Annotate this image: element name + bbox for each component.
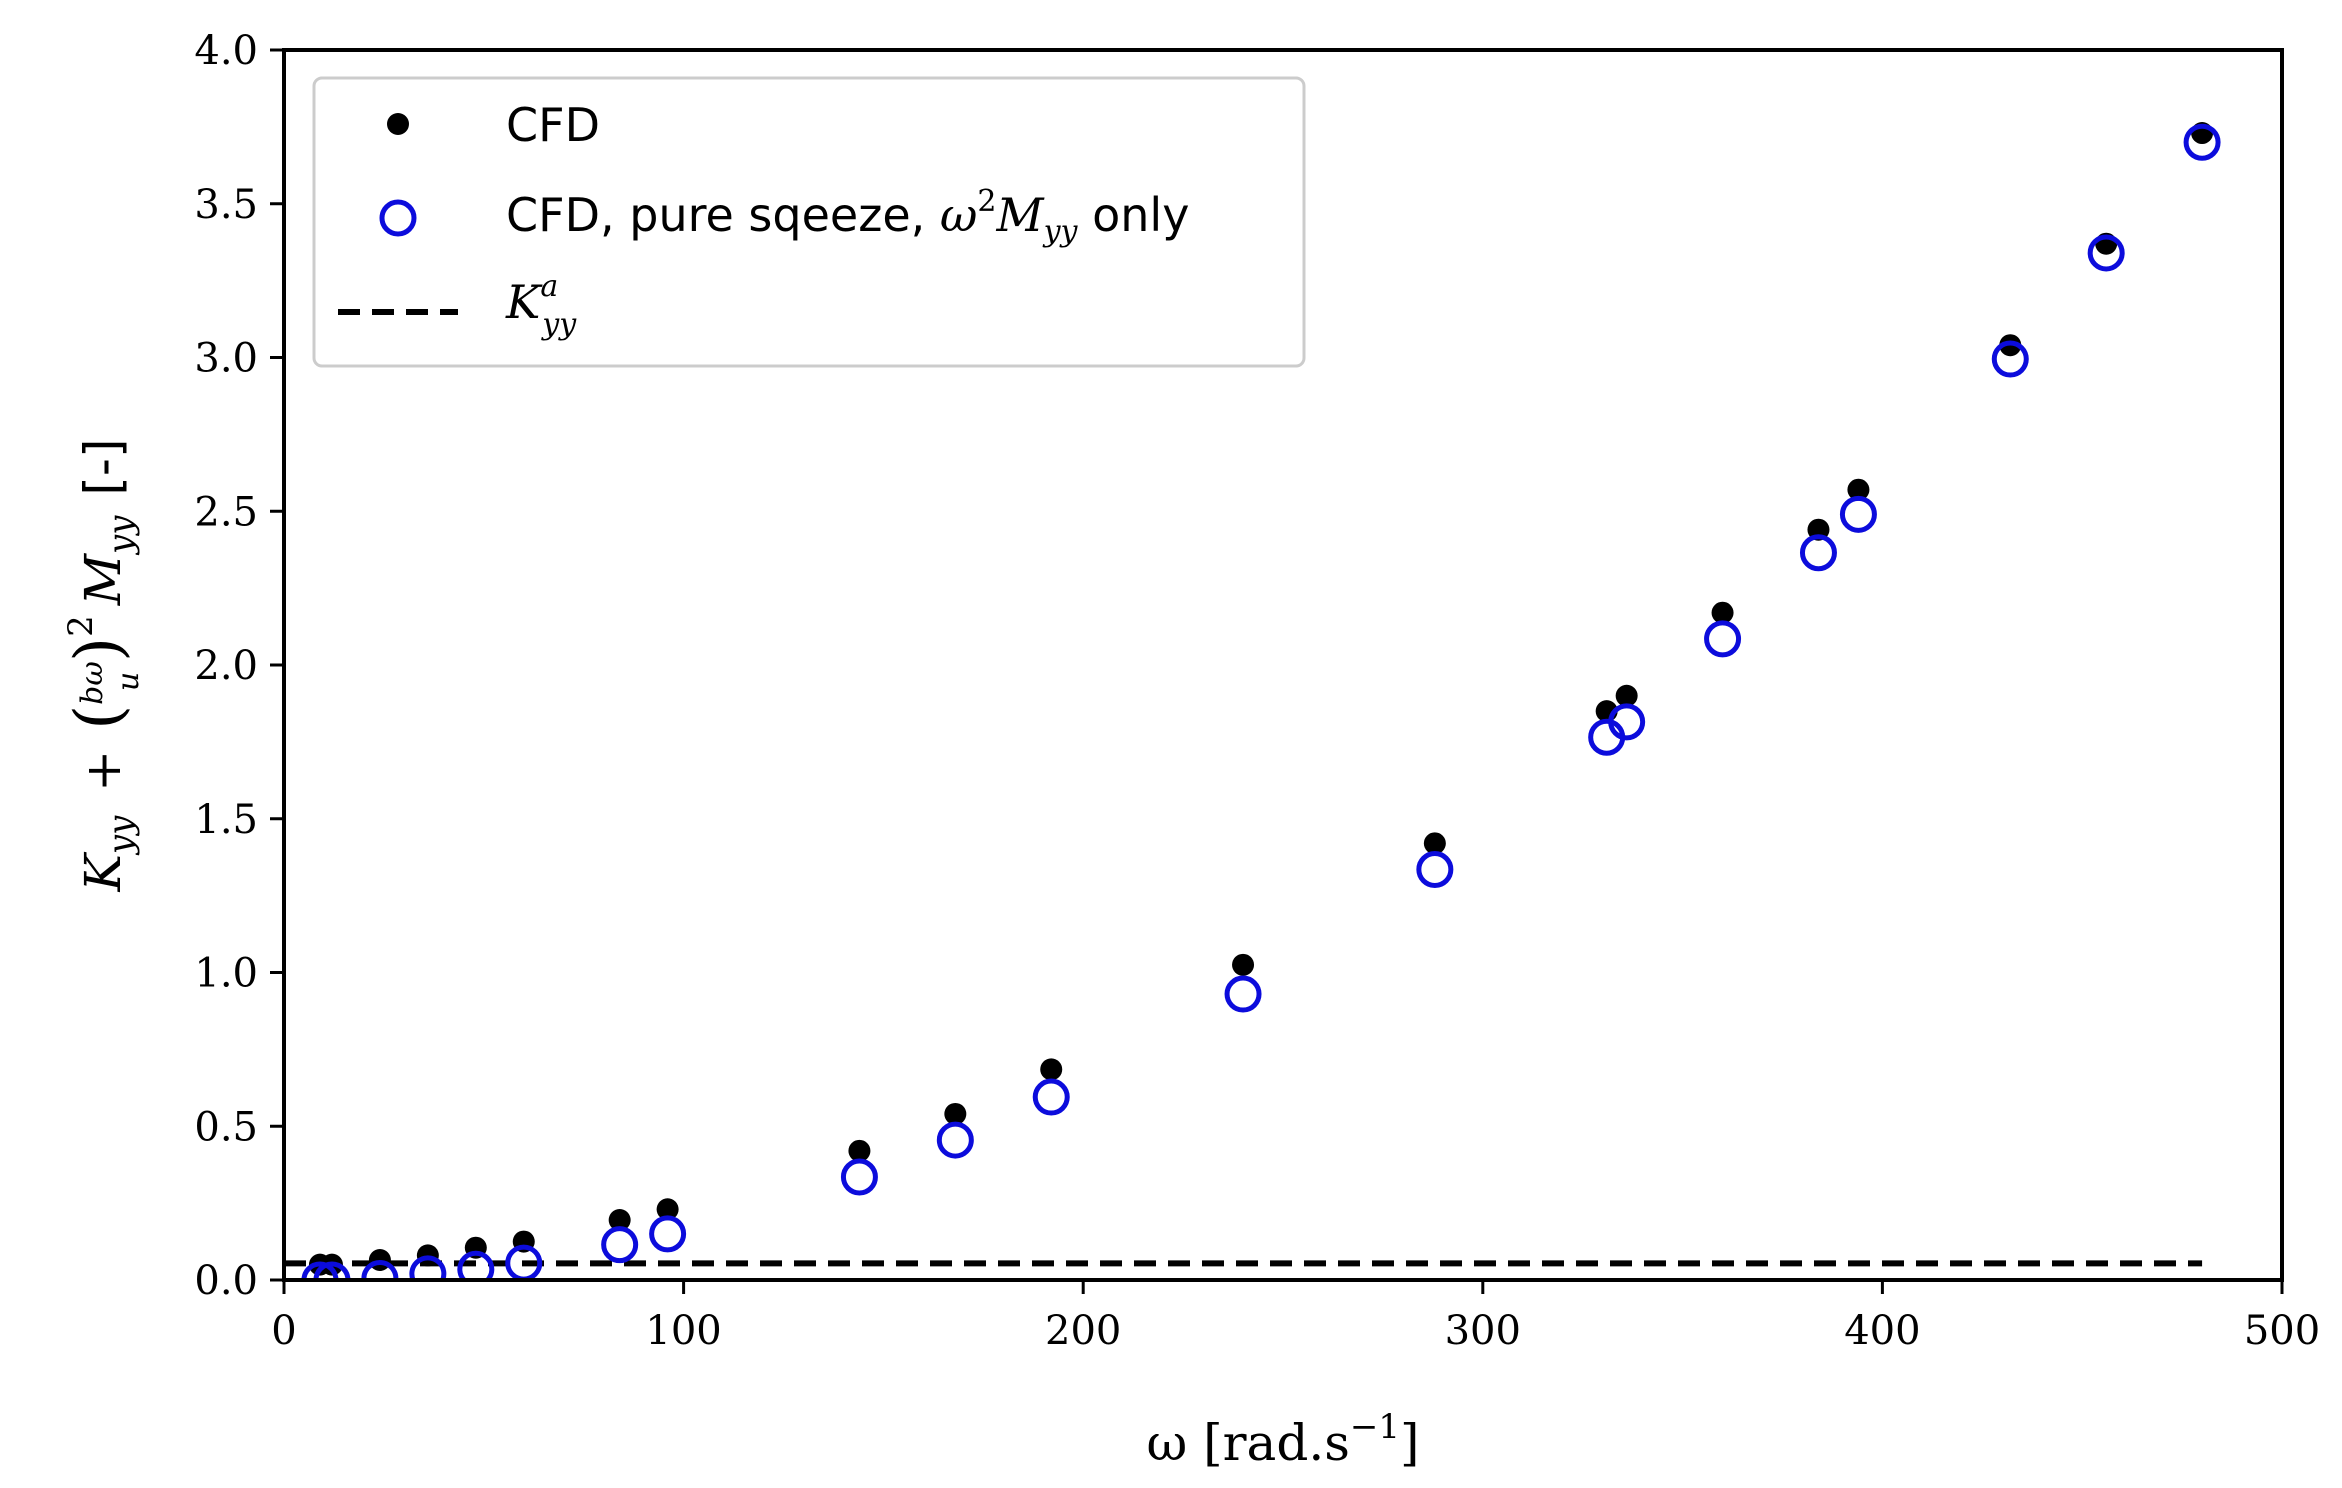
legend-pure-squeeze-m: M	[996, 188, 1046, 242]
y-tick-label: 2.5	[194, 489, 258, 535]
y-label-k-sub: yy	[101, 815, 141, 856]
x-tick-label: 0	[271, 1308, 296, 1354]
legend-kayy-sub: yy	[540, 307, 577, 342]
cfd-point	[608, 1209, 631, 1232]
cfd-point	[1232, 953, 1255, 976]
pure-squeeze-point	[649, 1215, 687, 1253]
y-label-m: M	[74, 552, 132, 606]
y-tick-label: 1.5	[194, 797, 258, 843]
y-tick-label: 3.0	[194, 336, 258, 382]
y-axis-label: Kyy + (bωu)2 Myy [-]	[61, 439, 146, 893]
pure-squeeze-point	[2087, 234, 2125, 272]
y-label-power: 2	[61, 615, 101, 637]
cfd-point	[848, 1139, 871, 1162]
pure-squeeze-point	[601, 1226, 639, 1264]
y-tick-label: 0.5	[194, 1104, 258, 1150]
legend-pure-squeeze-suffix: only	[1078, 188, 1190, 242]
y-tick-label: 2.0	[194, 643, 258, 689]
legend-pure-squeeze-prefix: CFD, pure sqeeze,	[506, 188, 940, 242]
pure-squeeze-point	[1608, 703, 1646, 741]
y-label-unit: [-]	[74, 439, 132, 496]
cfd-point	[656, 1198, 679, 1221]
x-tick-label: 400	[1844, 1308, 1920, 1354]
svg-text:Kyy+(bωu)2Myy[-]: Kyy + (bωu)2 Myy [-]	[61, 439, 146, 893]
legend: CFD CFD, pure sqeeze, ω2Myy only Ka yy	[312, 76, 1306, 368]
y-tick-label: 0.0	[194, 1258, 258, 1304]
y-label-close-paren: )	[62, 637, 136, 662]
y-tick-label: 3.5	[194, 182, 258, 228]
pure-squeeze-point	[1416, 850, 1454, 888]
x-tick-label: 500	[2244, 1308, 2320, 1354]
pure-squeeze-point	[457, 1250, 495, 1280]
pure-squeeze-point	[1224, 975, 1262, 1013]
cfd-point	[1040, 1058, 1063, 1081]
y-tick-label: 1.0	[194, 951, 258, 997]
legend-kayy-k: K	[505, 275, 543, 329]
pure-squeeze-point	[1032, 1078, 1070, 1116]
cfd-point	[1847, 478, 1870, 501]
cfd-point	[944, 1102, 967, 1125]
legend-marker-pure-squeeze	[379, 199, 417, 237]
legend-pure-squeeze-omega: ω	[940, 188, 978, 242]
pure-squeeze-point	[1704, 620, 1742, 658]
y-label-open-paren: (	[62, 705, 136, 730]
y-label-frac-num: bω	[75, 661, 110, 705]
y-label-plus: +	[74, 750, 132, 792]
legend-label-pure-squeeze: CFD, pure sqeeze, ω2Myy only	[506, 184, 1189, 249]
legend-pure-squeeze-sup: 2	[977, 184, 996, 219]
pure-squeeze-point	[2183, 123, 2221, 161]
x-axis-label: ω [rad.s−1]	[1146, 1407, 1419, 1472]
x-tick-label: 100	[645, 1308, 721, 1354]
pure-squeeze-point	[1799, 534, 1837, 572]
legend-label-cfd: CFD	[506, 98, 600, 152]
series-layer	[284, 122, 2221, 1280]
legend-box	[312, 76, 1306, 368]
x-axis-label-prefix: ω [rad.s	[1146, 1414, 1349, 1472]
pure-squeeze-point	[301, 1261, 339, 1280]
pure-squeeze-point	[1839, 495, 1877, 533]
x-tick-label: 300	[1445, 1308, 1521, 1354]
cfd-point	[1615, 684, 1638, 707]
y-label-m-sub: yy	[101, 515, 141, 556]
pure-squeeze-point	[1991, 340, 2029, 378]
x-tick-label: 200	[1045, 1308, 1121, 1354]
cfd-point	[1423, 832, 1446, 855]
x-axis-label-suffix: ]	[1400, 1414, 1420, 1472]
y-label-frac-den: u	[111, 672, 146, 691]
pure-squeeze-point	[313, 1261, 351, 1280]
cfd-point	[1711, 601, 1734, 624]
pure-squeeze-point	[409, 1255, 447, 1280]
y-label-k: K	[74, 851, 132, 892]
tick-layer: 0 100 200 300 400 500 0.0 0.5 1.0 1.5 2.0 2.5 3.0 3.5…	[194, 28, 2320, 1354]
legend-label-kayy: Ka yy	[505, 269, 577, 342]
y-tick-label: 4.0	[194, 28, 258, 74]
pure-squeeze-point	[840, 1158, 878, 1196]
legend-marker-cfd	[387, 113, 409, 135]
x-axis-label-exponent: −1	[1350, 1407, 1400, 1447]
legend-kayy-sup: a	[540, 269, 558, 304]
pure-squeeze-point	[936, 1121, 974, 1159]
legend-pure-squeeze-sub: yy	[1042, 214, 1079, 249]
